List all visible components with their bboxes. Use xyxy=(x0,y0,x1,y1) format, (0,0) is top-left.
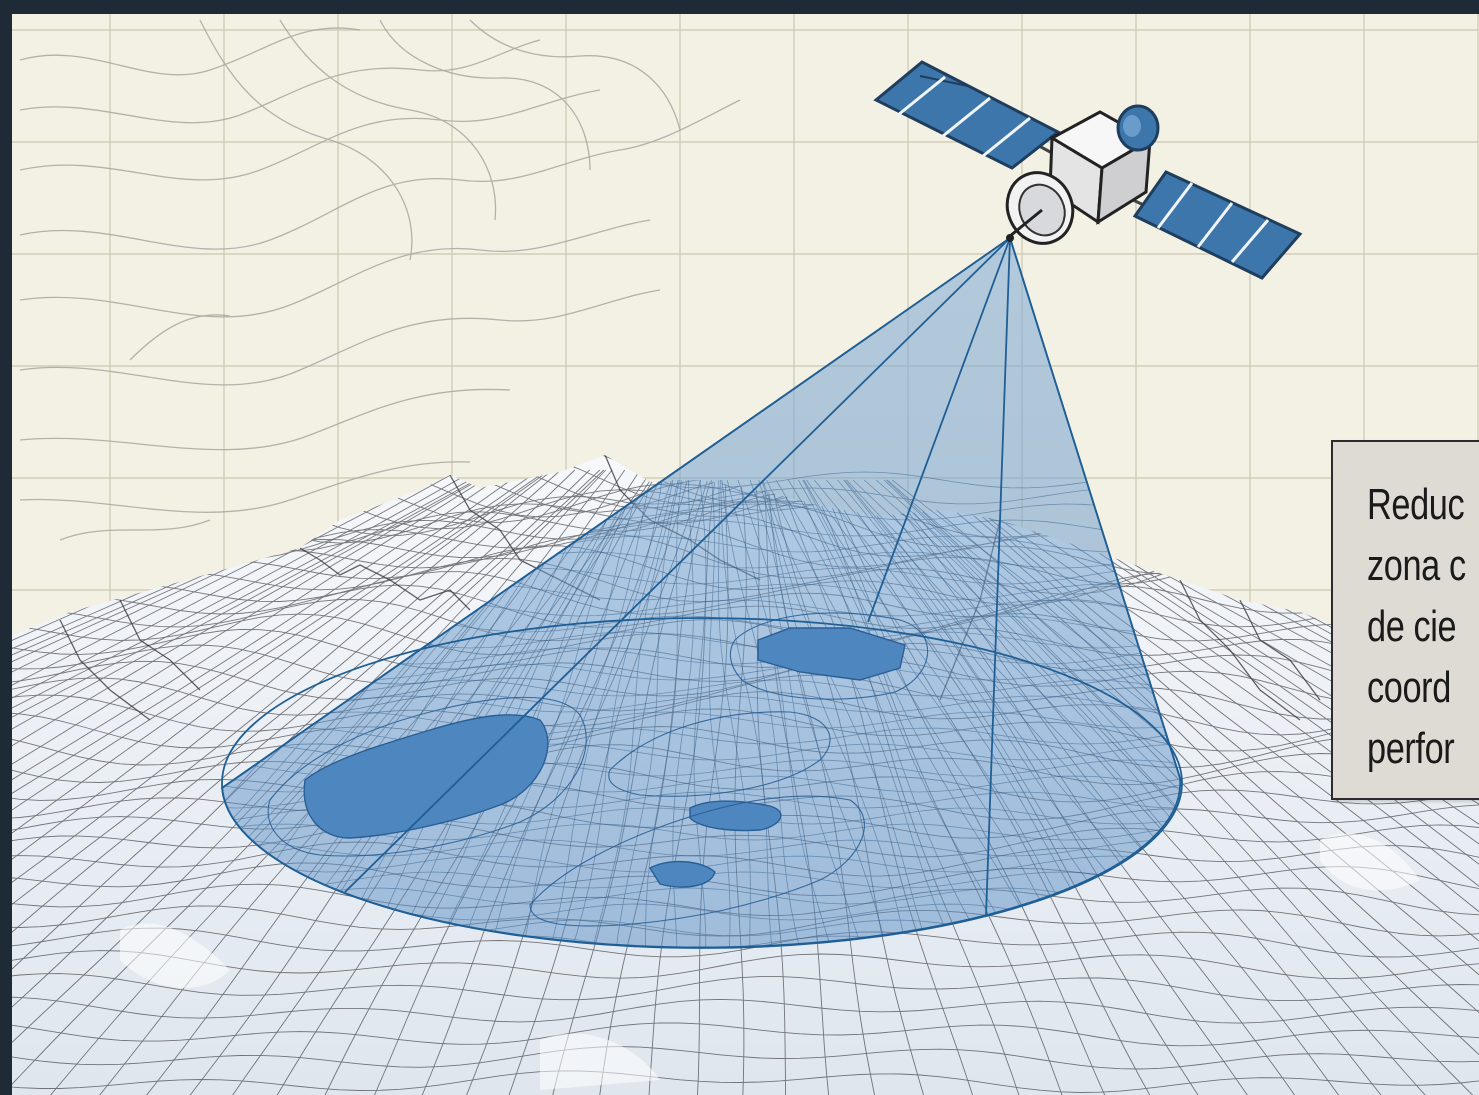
coverage-lakes xyxy=(303,627,906,888)
description-callout: Reduc zona c de cie coord perfor xyxy=(1331,440,1479,800)
callout-line-4: coord xyxy=(1367,663,1451,712)
callout-line-1: Reduc xyxy=(1367,480,1465,529)
callout-line-5: perfor xyxy=(1367,724,1455,773)
satellite-icon xyxy=(873,60,1303,280)
topographic-contours xyxy=(19,19,741,541)
callout-line-3: de cie xyxy=(1367,602,1457,651)
callout-line-2: zona c xyxy=(1367,541,1466,590)
coverage-beam xyxy=(221,236,1183,949)
